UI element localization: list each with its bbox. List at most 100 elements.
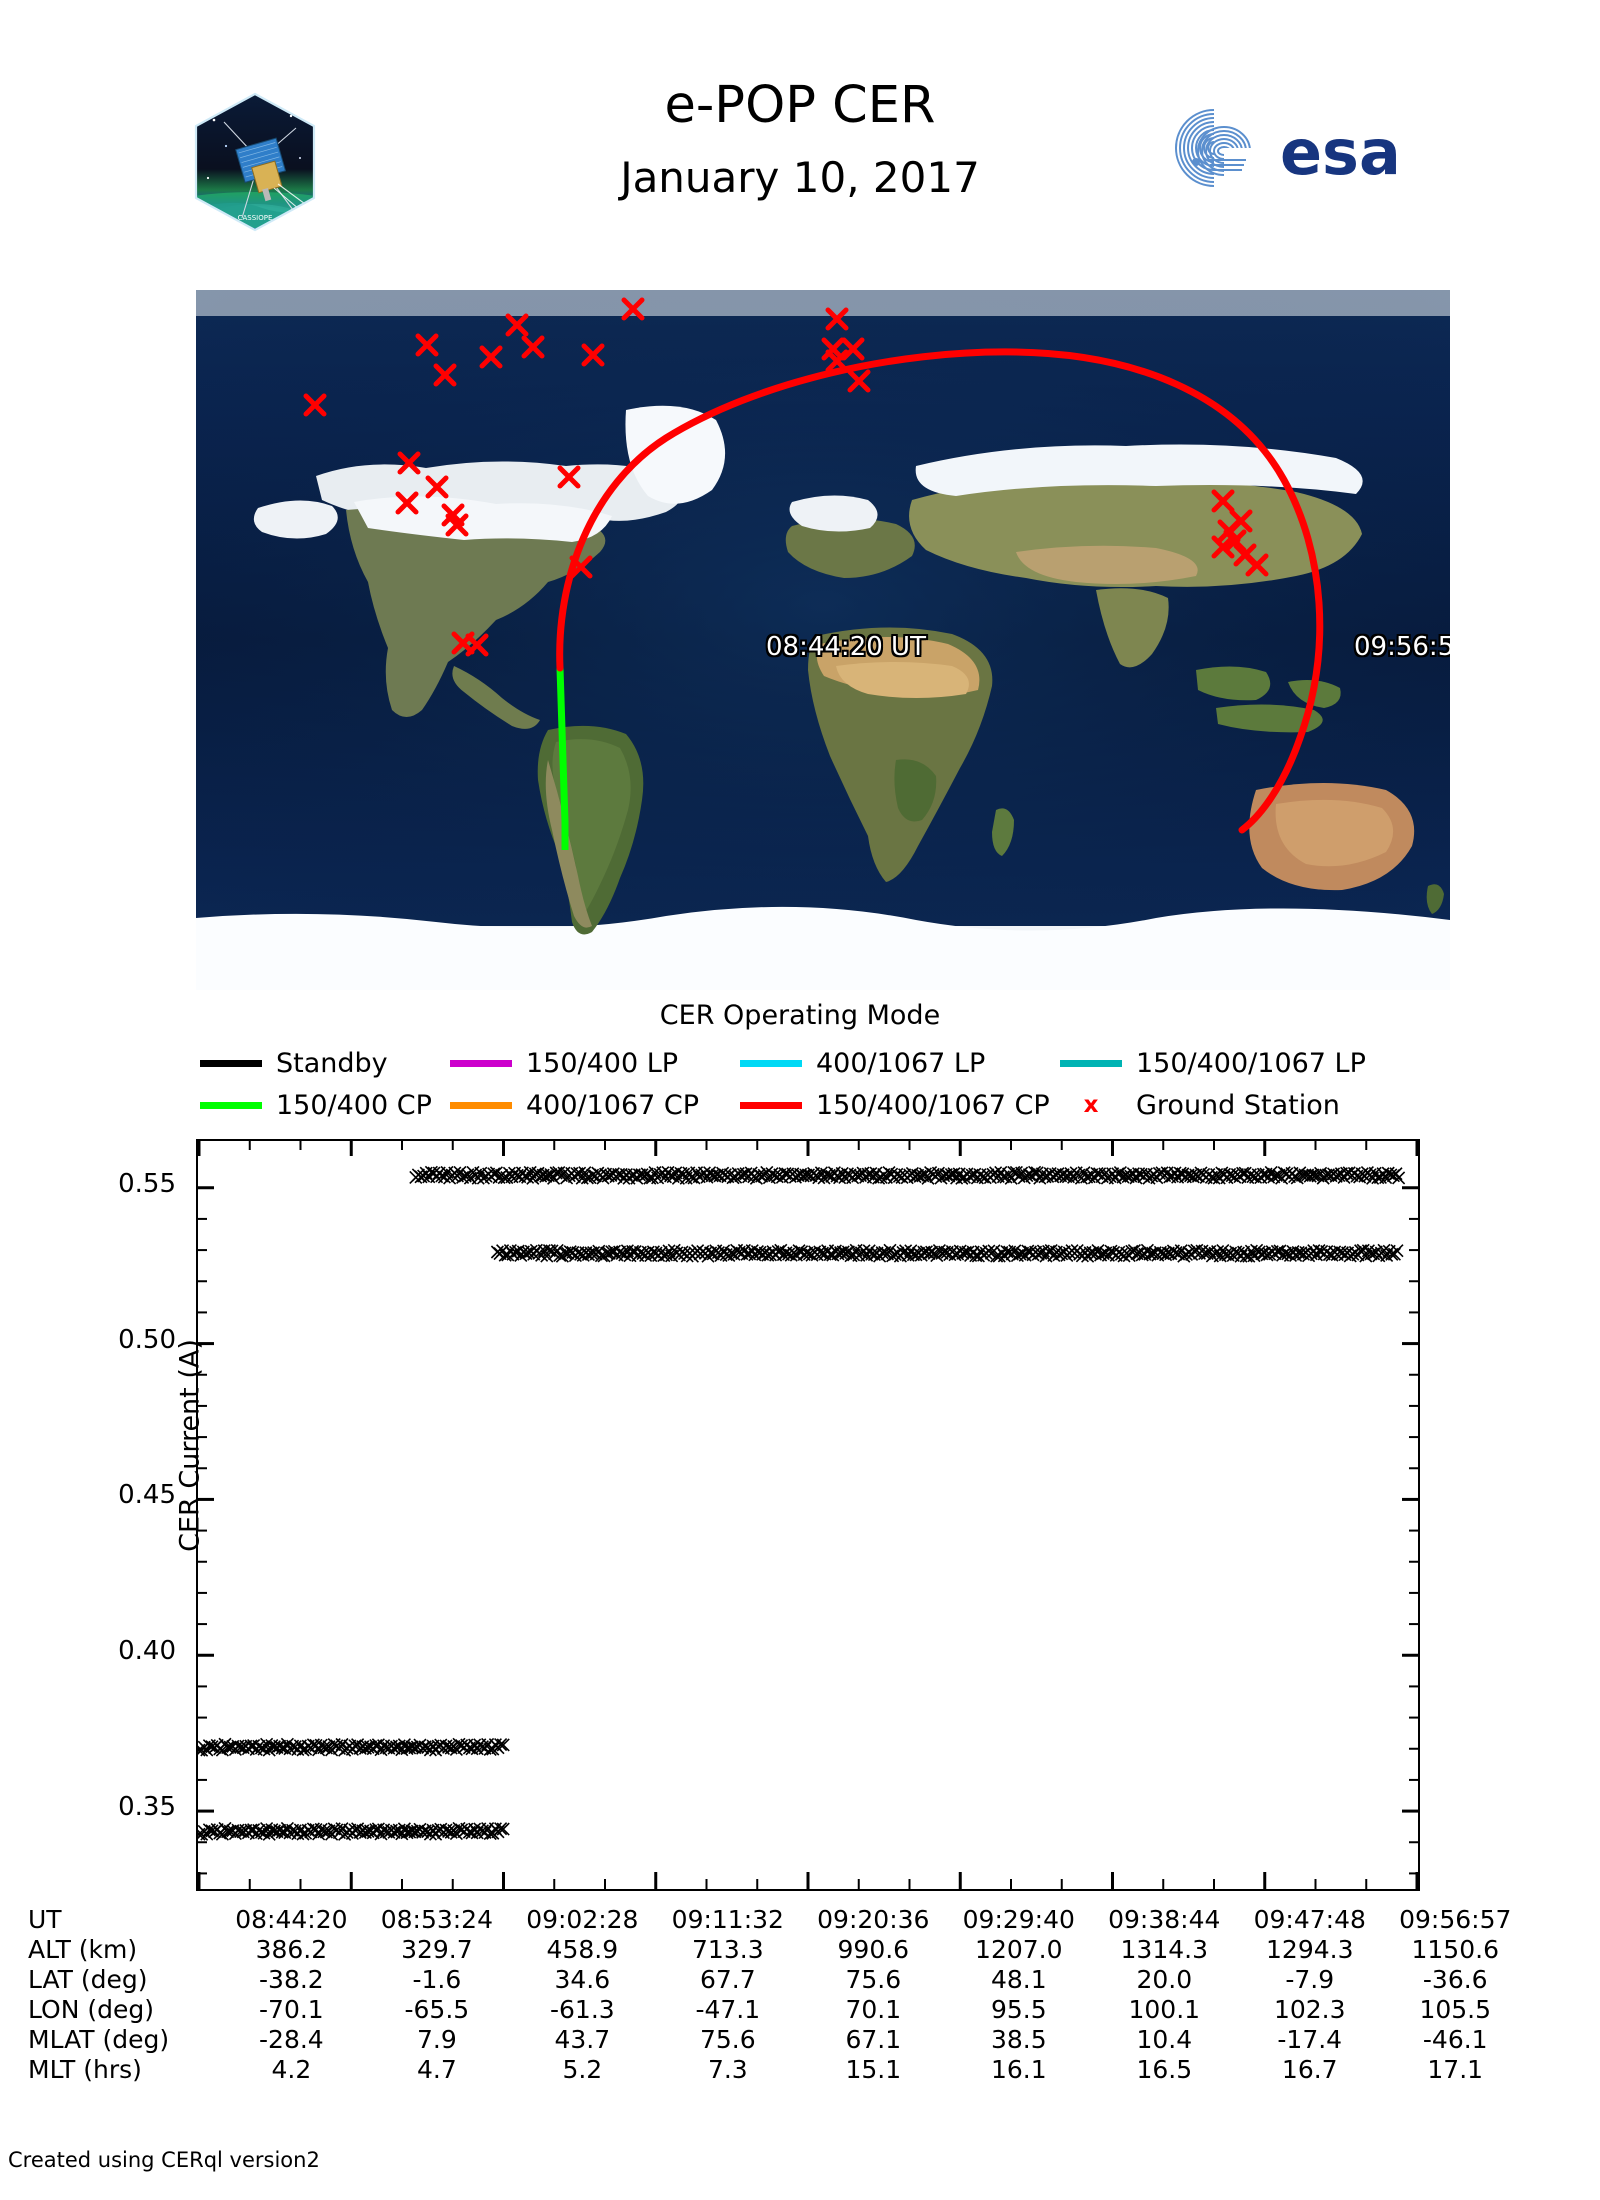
table-cell: 16.1 xyxy=(990,2055,1047,2084)
table-cell: 4.2 xyxy=(271,2055,312,2084)
page-title: e-POP CER xyxy=(664,76,936,135)
table-cell: 20.0 xyxy=(1136,1965,1193,1994)
table-cell: 09:02:28 xyxy=(526,1905,639,1934)
legend-label-150-400-cp: 150/400 CP xyxy=(276,1089,432,1121)
table-cell: -70.1 xyxy=(259,1995,324,2024)
legend-swatch-150-400-1067-cp xyxy=(740,1101,802,1109)
legend-label-ground-station: Ground Station xyxy=(1136,1089,1340,1121)
table-cell: -47.1 xyxy=(695,1995,761,2024)
legend-item-150-400-1067-lp[interactable]: 150/400/1067 LP xyxy=(1060,1048,1366,1079)
table-row: UT 08:44:20 08:53:24 09:02:28 09:11:32 09:20:… xyxy=(28,1905,1528,1935)
y-axis-tick-label: 0.40 xyxy=(118,1636,176,1667)
table-cell: 09:47:48 xyxy=(1253,1905,1366,1934)
table-cell: 1294.3 xyxy=(1266,1935,1354,1964)
table-row-label: LAT (deg) xyxy=(28,1965,148,1994)
table-cell: 70.1 xyxy=(845,1995,902,2024)
legend-label-150-400-1067-cp: 150/400/1067 CP xyxy=(816,1089,1050,1121)
table-cell: 75.6 xyxy=(699,2025,756,2054)
table-cell: 1207.0 xyxy=(975,1935,1063,1964)
table-cell: 102.3 xyxy=(1273,1995,1346,2024)
table-cell: 17.1 xyxy=(1427,2055,1484,2084)
table-cell: 08:53:24 xyxy=(380,1905,493,1934)
table-cell: 95.5 xyxy=(990,1995,1047,2024)
table-cell: -17.4 xyxy=(1277,2025,1343,2054)
table-cell: 105.5 xyxy=(1419,1995,1492,2024)
scatter-band xyxy=(198,1737,510,1757)
table-cell: 16.5 xyxy=(1136,2055,1193,2084)
table-row-label: MLAT (deg) xyxy=(28,2025,170,2054)
table-cell: 10.4 xyxy=(1136,2025,1193,2054)
ground-station-markers xyxy=(303,297,1269,657)
legend-swatch-standby xyxy=(200,1059,262,1067)
table-cell: -28.4 xyxy=(259,2025,324,2054)
table-row-label: MLT (hrs) xyxy=(28,2055,142,2084)
scatter-band xyxy=(490,1243,1404,1263)
table-row-label: UT xyxy=(28,1905,62,1934)
table-row-label: LON (deg) xyxy=(28,1995,154,2024)
legend-swatch-400-1067-cp xyxy=(450,1101,512,1109)
cer-current-plot[interactable] xyxy=(196,1139,1420,1891)
legend-label-400-1067-lp: 400/1067 LP xyxy=(816,1047,986,1079)
table-row-label: ALT (km) xyxy=(28,1935,138,1964)
legend-item-ground-station[interactable]: x Ground Station xyxy=(1060,1090,1340,1121)
legend-swatch-150-400-lp xyxy=(450,1059,512,1067)
table-cell: 5.2 xyxy=(562,2055,603,2084)
table-cell: 4.7 xyxy=(416,2055,457,2084)
legend-item-150-400-1067-cp[interactable]: 150/400/1067 CP xyxy=(740,1090,1060,1121)
esa-logo: esa xyxy=(1172,104,1462,190)
table-row: LON (deg) -70.1 -65.5 -61.3 -47.1 70.1 95.5 100… xyxy=(28,1995,1528,2025)
table-cell: -65.5 xyxy=(404,1995,470,2024)
table-cell: -1.6 xyxy=(412,1965,462,1994)
table-cell: -46.1 xyxy=(1422,2025,1488,2054)
y-axis-label: CER Current (A) xyxy=(174,1339,206,1552)
table-row: MLT (hrs) 4.2 4.7 5.2 7.3 15.1 16.1 16.5 16.7 17.… xyxy=(28,2055,1528,2085)
legend-item-150-400-lp[interactable]: 150/400 LP xyxy=(450,1048,740,1079)
table-cell: 7.9 xyxy=(416,2025,457,2054)
table-cell: 08:44:20 xyxy=(235,1905,348,1934)
legend-item-150-400-cp[interactable]: 150/400 CP xyxy=(200,1090,450,1121)
y-axis-tick-label: 0.55 xyxy=(118,1168,176,1199)
legend-row-2: 150/400 CP 400/1067 CP 150/400/1067 CP x… xyxy=(200,1084,1440,1126)
table-cell: 09:20:36 xyxy=(817,1905,930,1934)
table-cell: 16.7 xyxy=(1281,2055,1338,2084)
legend-item-400-1067-lp[interactable]: 400/1067 LP xyxy=(740,1048,1060,1079)
legend-label-standby: Standby xyxy=(276,1047,388,1079)
cassiope-mission-logo: CASSIOPE xyxy=(192,92,318,232)
table-cell: 1150.6 xyxy=(1411,1935,1499,1964)
table-row: ALT (km) 386.2 329.7 458.9 713.3 990.6 1207.0 1… xyxy=(28,1935,1528,1965)
table-cell: 100.1 xyxy=(1128,1995,1201,2024)
legend-title: CER Operating Mode xyxy=(659,1000,941,1031)
legend-label-150-400-1067-lp: 150/400/1067 LP xyxy=(1136,1047,1366,1079)
table-cell: 713.3 xyxy=(692,1935,764,1964)
legend-swatch-150-400-1067-lp xyxy=(1060,1059,1122,1067)
table-cell: 34.6 xyxy=(554,1965,611,1994)
y-axis-tick-label: 0.35 xyxy=(118,1792,176,1823)
legend-item-standby[interactable]: Standby xyxy=(200,1048,450,1079)
table-cell: 43.7 xyxy=(554,2025,611,2054)
orbit-parameter-table: UT 08:44:20 08:53:24 09:02:28 09:11:32 09:20:… xyxy=(28,1905,1528,2085)
map-end-time-label: 09:56:57 UT xyxy=(1354,632,1450,662)
table-cell: 75.6 xyxy=(845,1965,902,1994)
table-cell: 67.7 xyxy=(699,1965,756,1994)
cassiope-logo-caption: CASSIOPE xyxy=(238,214,273,222)
footer-note: Created using CERql version2 xyxy=(8,2148,320,2172)
table-row: MLAT (deg) -28.4 7.9 43.7 75.6 67.1 38.5 10.4 -1… xyxy=(28,2025,1528,2055)
table-cell: 48.1 xyxy=(990,1965,1047,1994)
map-start-time-label: 08:44:20 UT xyxy=(766,632,926,662)
legend-swatch-400-1067-lp xyxy=(740,1059,802,1067)
table-cell: -36.6 xyxy=(1422,1965,1488,1994)
ground-station-x-icon: x xyxy=(1083,1091,1099,1118)
table-cell: 15.1 xyxy=(845,2055,902,2084)
table-cell: 386.2 xyxy=(255,1935,328,1964)
table-cell: 7.3 xyxy=(707,2055,748,2084)
table-cell: -61.3 xyxy=(549,1995,615,2024)
table-row: LAT (deg) -38.2 -1.6 34.6 67.7 75.6 48.1 20.0 -7… xyxy=(28,1965,1528,1995)
esa-logo-wordmark: esa xyxy=(1280,116,1401,189)
legend-item-400-1067-cp[interactable]: 400/1067 CP xyxy=(450,1090,740,1121)
table-cell: 09:29:40 xyxy=(962,1905,1075,1934)
legend-swatch-150-400-cp xyxy=(200,1101,262,1109)
table-cell: 67.1 xyxy=(845,2025,902,2054)
table-cell: 329.7 xyxy=(401,1935,473,1964)
scatter-band xyxy=(409,1165,1406,1185)
legend: Standby 150/400 LP 400/1067 LP 150/400/1… xyxy=(200,1042,1440,1126)
